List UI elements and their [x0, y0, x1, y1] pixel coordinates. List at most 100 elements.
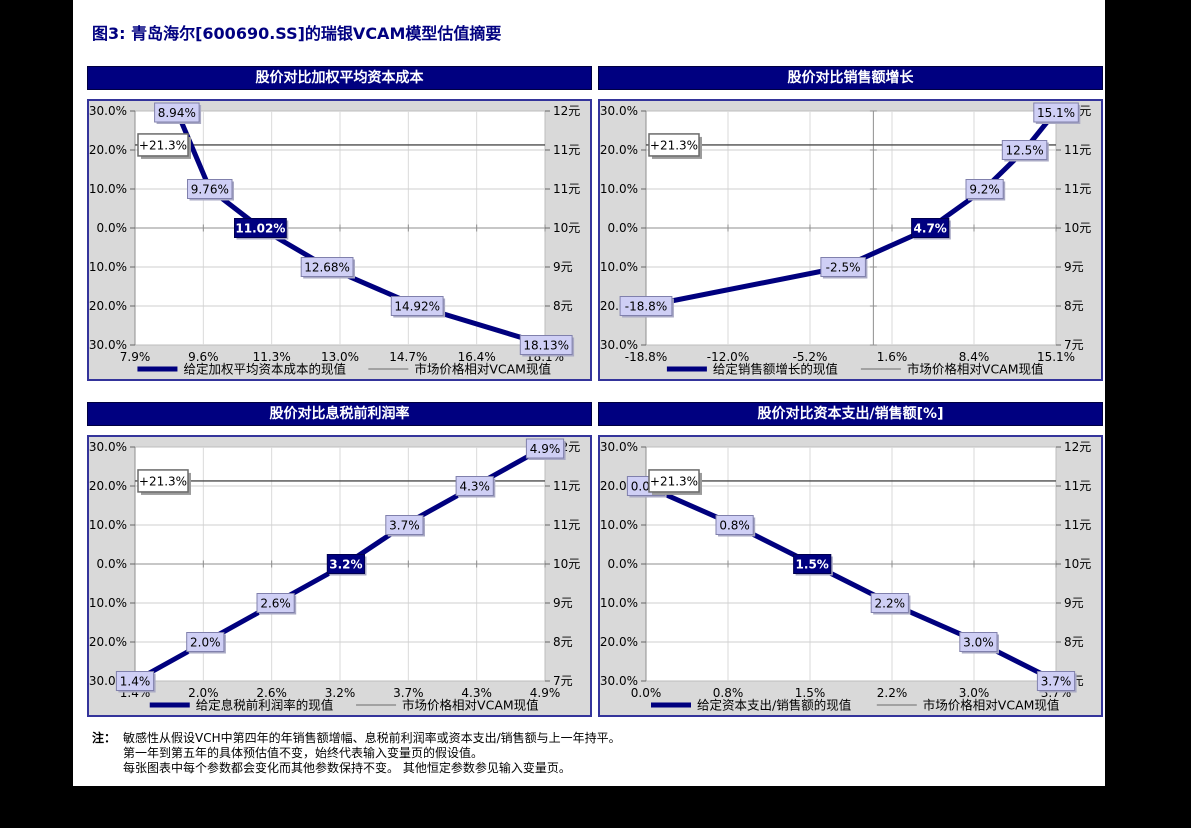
- chart-title-bar: 股价对比销售额增长: [598, 66, 1103, 90]
- footnote-text: 敏感性从假设VCH中第四年的年销售额增幅、息税前利润率或资本支出/销售额与上一年…: [123, 731, 621, 745]
- x-axis-label: 9.6%: [188, 350, 219, 364]
- legend-label-market-price: 市场价格相对VCAM现值: [414, 362, 551, 377]
- data-label-text: 2.0%: [190, 636, 221, 650]
- y-axis-label-right: 8元: [1064, 299, 1084, 313]
- y-axis-label-right: 9元: [1064, 260, 1084, 274]
- y-axis-label-left: -10.0%: [600, 260, 638, 274]
- data-label-text: 14.92%: [394, 300, 440, 314]
- y-axis-label-right: 11元: [553, 182, 580, 196]
- data-label-text: 0.8%: [719, 519, 750, 533]
- y-axis-label-left: +10.0%: [600, 518, 638, 532]
- x-axis-label: 16.4%: [458, 350, 496, 364]
- x-axis-label: 13.0%: [321, 350, 359, 364]
- y-axis-label-right: 9元: [1064, 596, 1084, 610]
- reference-label-text: +21.3%: [139, 474, 187, 488]
- y-axis-label-right: 11元: [553, 143, 580, 157]
- data-label-box: [186, 632, 225, 652]
- y-axis-label-right: 12元: [1064, 440, 1091, 454]
- chart-box: +30.0%12元+20.0%11元+10.0%11元0.0%10元-10.0%…: [598, 435, 1103, 717]
- x-axis-label: 2.2%: [877, 686, 908, 700]
- figure-title: 图3: 青岛海尔[600690.SS]的瑞银VCAM模型估值摘要: [92, 24, 502, 43]
- data-label-text: 3.2%: [329, 558, 362, 572]
- data-label-text: 9.76%: [191, 183, 229, 197]
- reference-label-box: [137, 469, 189, 493]
- y-axis-label-right: 9元: [553, 596, 573, 610]
- chart-canvas: +30.0%12元+20.0%11元+10.0%11元0.0%10元-10.0%…: [89, 101, 590, 379]
- current-value-label-box: [234, 218, 287, 238]
- chart-canvas: +30.0%12元+20.0%11元+10.0%11元0.0%10元-10.0%…: [600, 437, 1101, 715]
- data-label-text: 15.1%: [1037, 106, 1075, 120]
- chart-box: +30.0%12元+20.0%11元+10.0%11元0.0%10元-10.0%…: [598, 99, 1103, 381]
- y-axis-label-left: +20.0%: [89, 479, 127, 493]
- legend-label-market-price: 市场价格相对VCAM现值: [402, 698, 539, 713]
- data-label-box: [154, 102, 200, 123]
- legend-label-sensitivity: 给定息税前利润率的现值: [196, 698, 334, 713]
- data-label-text: 18.13%: [523, 339, 569, 353]
- y-axis-label-left: -20.0%: [89, 635, 127, 649]
- data-label-text: 4.9%: [530, 442, 561, 456]
- legend-label-sensitivity: 给定加权平均资本成本的现值: [183, 362, 346, 377]
- y-axis-label-right: 8元: [553, 299, 573, 313]
- y-axis-label-right: 10元: [553, 557, 580, 571]
- footnote-text: 第一年到第五年的具体预估值不变，始终代表输入变量页的假设值。: [123, 746, 484, 760]
- data-label-box: [715, 515, 754, 535]
- y-axis-label-left: +20.0%: [600, 143, 638, 157]
- chart-box: +30.0%12元+20.0%11元+10.0%11元0.0%10元-10.0%…: [87, 99, 592, 381]
- y-axis-label-left: +10.0%: [600, 182, 638, 196]
- data-label-box: [1001, 140, 1048, 160]
- x-axis-label: 8.4%: [959, 350, 990, 364]
- y-axis-label-right: 8元: [553, 635, 573, 649]
- y-axis-label-left: 0.0%: [97, 557, 128, 571]
- data-label-box: [959, 632, 998, 652]
- data-label-box: [525, 438, 565, 459]
- x-axis-label: -12.0%: [707, 350, 749, 364]
- legend-label-sensitivity: 给定销售额增长的现值: [713, 362, 838, 377]
- y-axis-label-left: 0.0%: [97, 221, 128, 235]
- y-axis-label-right: 9元: [553, 260, 573, 274]
- x-axis-label: 0.0%: [631, 686, 662, 700]
- y-axis-label-left: 0.0%: [608, 557, 639, 571]
- x-axis-label: 4.3%: [461, 686, 492, 700]
- y-axis-label-left: -30.0%: [600, 338, 638, 352]
- data-label-box: [115, 671, 155, 691]
- data-label-text: 1.4%: [120, 675, 151, 689]
- y-axis-label-left: +10.0%: [89, 518, 127, 532]
- data-label-text: 11.02%: [235, 222, 285, 236]
- legend-label-sensitivity: 给定资本支出/销售额的现值: [697, 698, 851, 713]
- reference-label-text: +21.3%: [650, 138, 698, 152]
- data-label-box: [1033, 102, 1079, 123]
- x-axis-label: 1.5%: [795, 686, 826, 700]
- y-axis-label-right: 7元: [553, 674, 573, 688]
- y-axis-label-right: 11元: [1064, 479, 1091, 493]
- y-axis-label-left: -10.0%: [600, 596, 638, 610]
- data-label-box: [300, 257, 354, 277]
- y-axis-label-right: 8元: [1064, 635, 1084, 649]
- x-axis-label: -18.8%: [625, 350, 667, 364]
- data-label-text: -2.5%: [826, 261, 861, 275]
- charts-grid: 股价对比加权平均资本成本 +30.0% 12元 +20.0% 11元 +10.0% 11元…: [87, 66, 1103, 717]
- chart-canvas: +30.0%12元+20.0%11元+10.0%11元0.0%10元-10.0%…: [89, 437, 590, 715]
- data-label-text: 3.7%: [1041, 675, 1072, 689]
- data-label-box: [455, 476, 494, 496]
- data-label-box: [187, 179, 233, 199]
- x-axis-label: 7.9%: [120, 350, 151, 364]
- y-axis-label-right: 10元: [1064, 221, 1091, 235]
- x-axis-label: 3.2%: [325, 686, 356, 700]
- chart-canvas: +30.0%12元+20.0%11元+10.0%11元0.0%10元-10.0%…: [600, 101, 1101, 379]
- data-label-text: 3.7%: [389, 519, 420, 533]
- data-label-text: 9.2%: [969, 183, 1000, 197]
- y-axis-label-right: 12元: [553, 104, 580, 118]
- y-axis-label-left: -20.0%: [600, 635, 638, 649]
- footnote: 注： 敏感性从假设VCH中第四年的年销售额增幅、息税前利润率或资本支出/销售额与上…: [92, 731, 1072, 776]
- x-axis-label: 1.6%: [877, 350, 908, 364]
- data-label-text: 3.0%: [963, 636, 994, 650]
- y-axis-label-left: +30.0%: [600, 104, 638, 118]
- y-axis-label-right: 11元: [553, 518, 580, 532]
- y-axis-label-left: +30.0%: [600, 440, 638, 454]
- x-axis-label: 14.7%: [389, 350, 427, 364]
- data-label-text: 4.3%: [459, 480, 490, 494]
- data-label-text: 12.5%: [1006, 144, 1044, 158]
- y-axis-label-left: -30.0%: [600, 674, 638, 688]
- y-axis-label-left: +30.0%: [89, 104, 127, 118]
- y-axis-label-left: -30.0%: [89, 338, 127, 352]
